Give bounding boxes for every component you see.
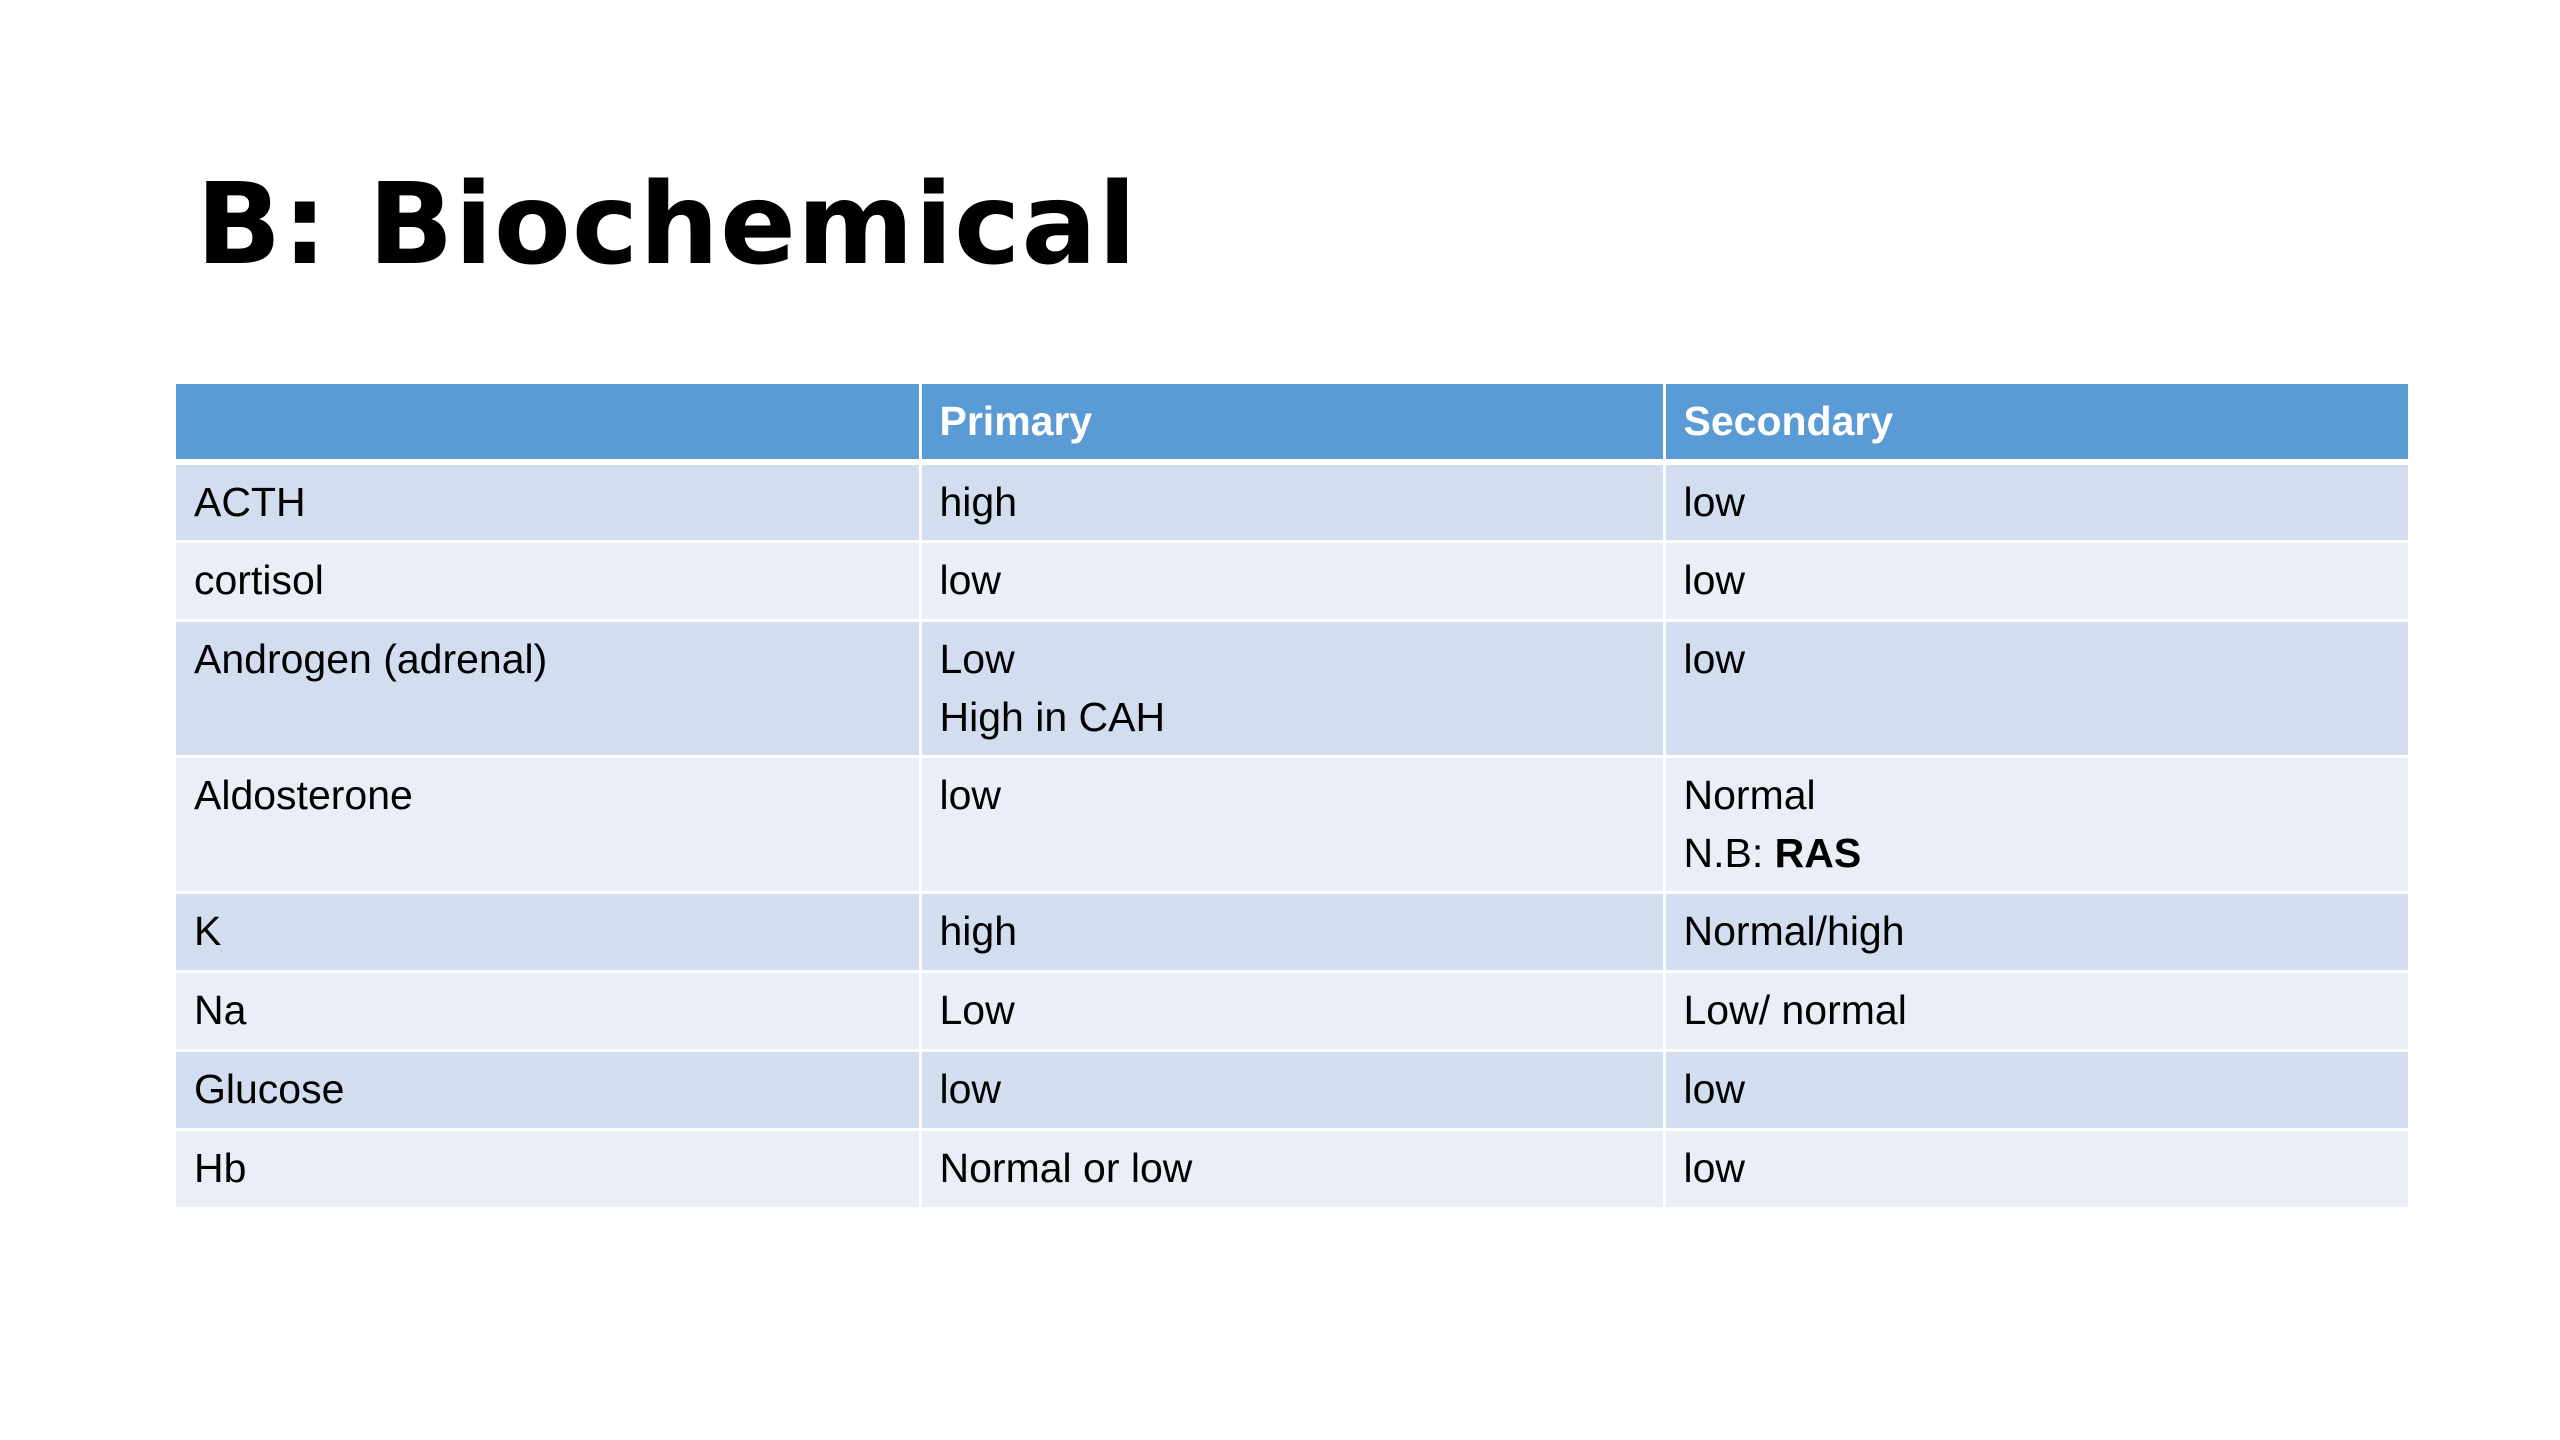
- row-label: Aldosterone: [176, 756, 922, 894]
- row-label: K: [176, 892, 922, 973]
- primary-cell: low: [920, 1050, 1666, 1131]
- secondary-cell: low: [1664, 462, 2408, 543]
- table-row: Na Low Low/ normal: [176, 971, 2408, 1052]
- table-row: K high Normal/high: [176, 892, 2408, 973]
- note-prefix: N.B:: [1683, 829, 1775, 876]
- secondary-cell: low: [1664, 541, 2408, 622]
- row-label: Glucose: [176, 1050, 922, 1131]
- primary-cell: high: [920, 462, 1666, 543]
- secondary-cell: low: [1664, 1129, 2408, 1210]
- primary-cell: Low: [920, 971, 1666, 1052]
- header-primary: Primary: [920, 384, 1666, 465]
- table-row: Androgen (adrenal) Low High in CAH low: [176, 620, 2408, 758]
- row-label: Na: [176, 971, 922, 1052]
- primary-line: Low: [939, 635, 1015, 682]
- table-row: Hb Normal or low low: [176, 1129, 2408, 1210]
- primary-cell: low: [920, 756, 1666, 894]
- secondary-cell: low: [1664, 1050, 2408, 1131]
- row-label: cortisol: [176, 541, 922, 622]
- biochemical-table: Primary Secondary ACTH high low cortisol…: [176, 384, 2408, 1210]
- secondary-cell: low: [1664, 620, 2408, 758]
- primary-cell: low: [920, 541, 1666, 622]
- primary-cell: high: [920, 892, 1666, 973]
- row-label: ACTH: [176, 462, 922, 543]
- secondary-line: Normal: [1683, 771, 1816, 818]
- secondary-cell: Normal N.B: RAS: [1664, 756, 2409, 894]
- primary-line: High in CAH: [939, 693, 1166, 740]
- note-emphasis: RAS: [1774, 829, 1862, 876]
- header-secondary: Secondary: [1664, 384, 2408, 465]
- primary-cell: Normal or low: [920, 1129, 1666, 1210]
- header-empty: [176, 384, 922, 465]
- secondary-note: N.B: RAS: [1684, 824, 2409, 882]
- slide-title: B: Biochemical: [196, 160, 1138, 290]
- table-row: ACTH high low: [176, 462, 2408, 543]
- primary-cell: Low High in CAH: [920, 620, 1666, 758]
- secondary-cell: Normal/high: [1664, 892, 2408, 973]
- table-row: Aldosterone low Normal N.B: RAS: [176, 756, 2409, 894]
- table-header-row: Primary Secondary: [176, 384, 2408, 465]
- row-label: Androgen (adrenal): [176, 620, 922, 758]
- table-row: cortisol low low: [176, 541, 2408, 622]
- table-row: Glucose low low: [176, 1050, 2408, 1131]
- secondary-cell: Low/ normal: [1664, 971, 2408, 1052]
- row-label: Hb: [176, 1129, 922, 1210]
